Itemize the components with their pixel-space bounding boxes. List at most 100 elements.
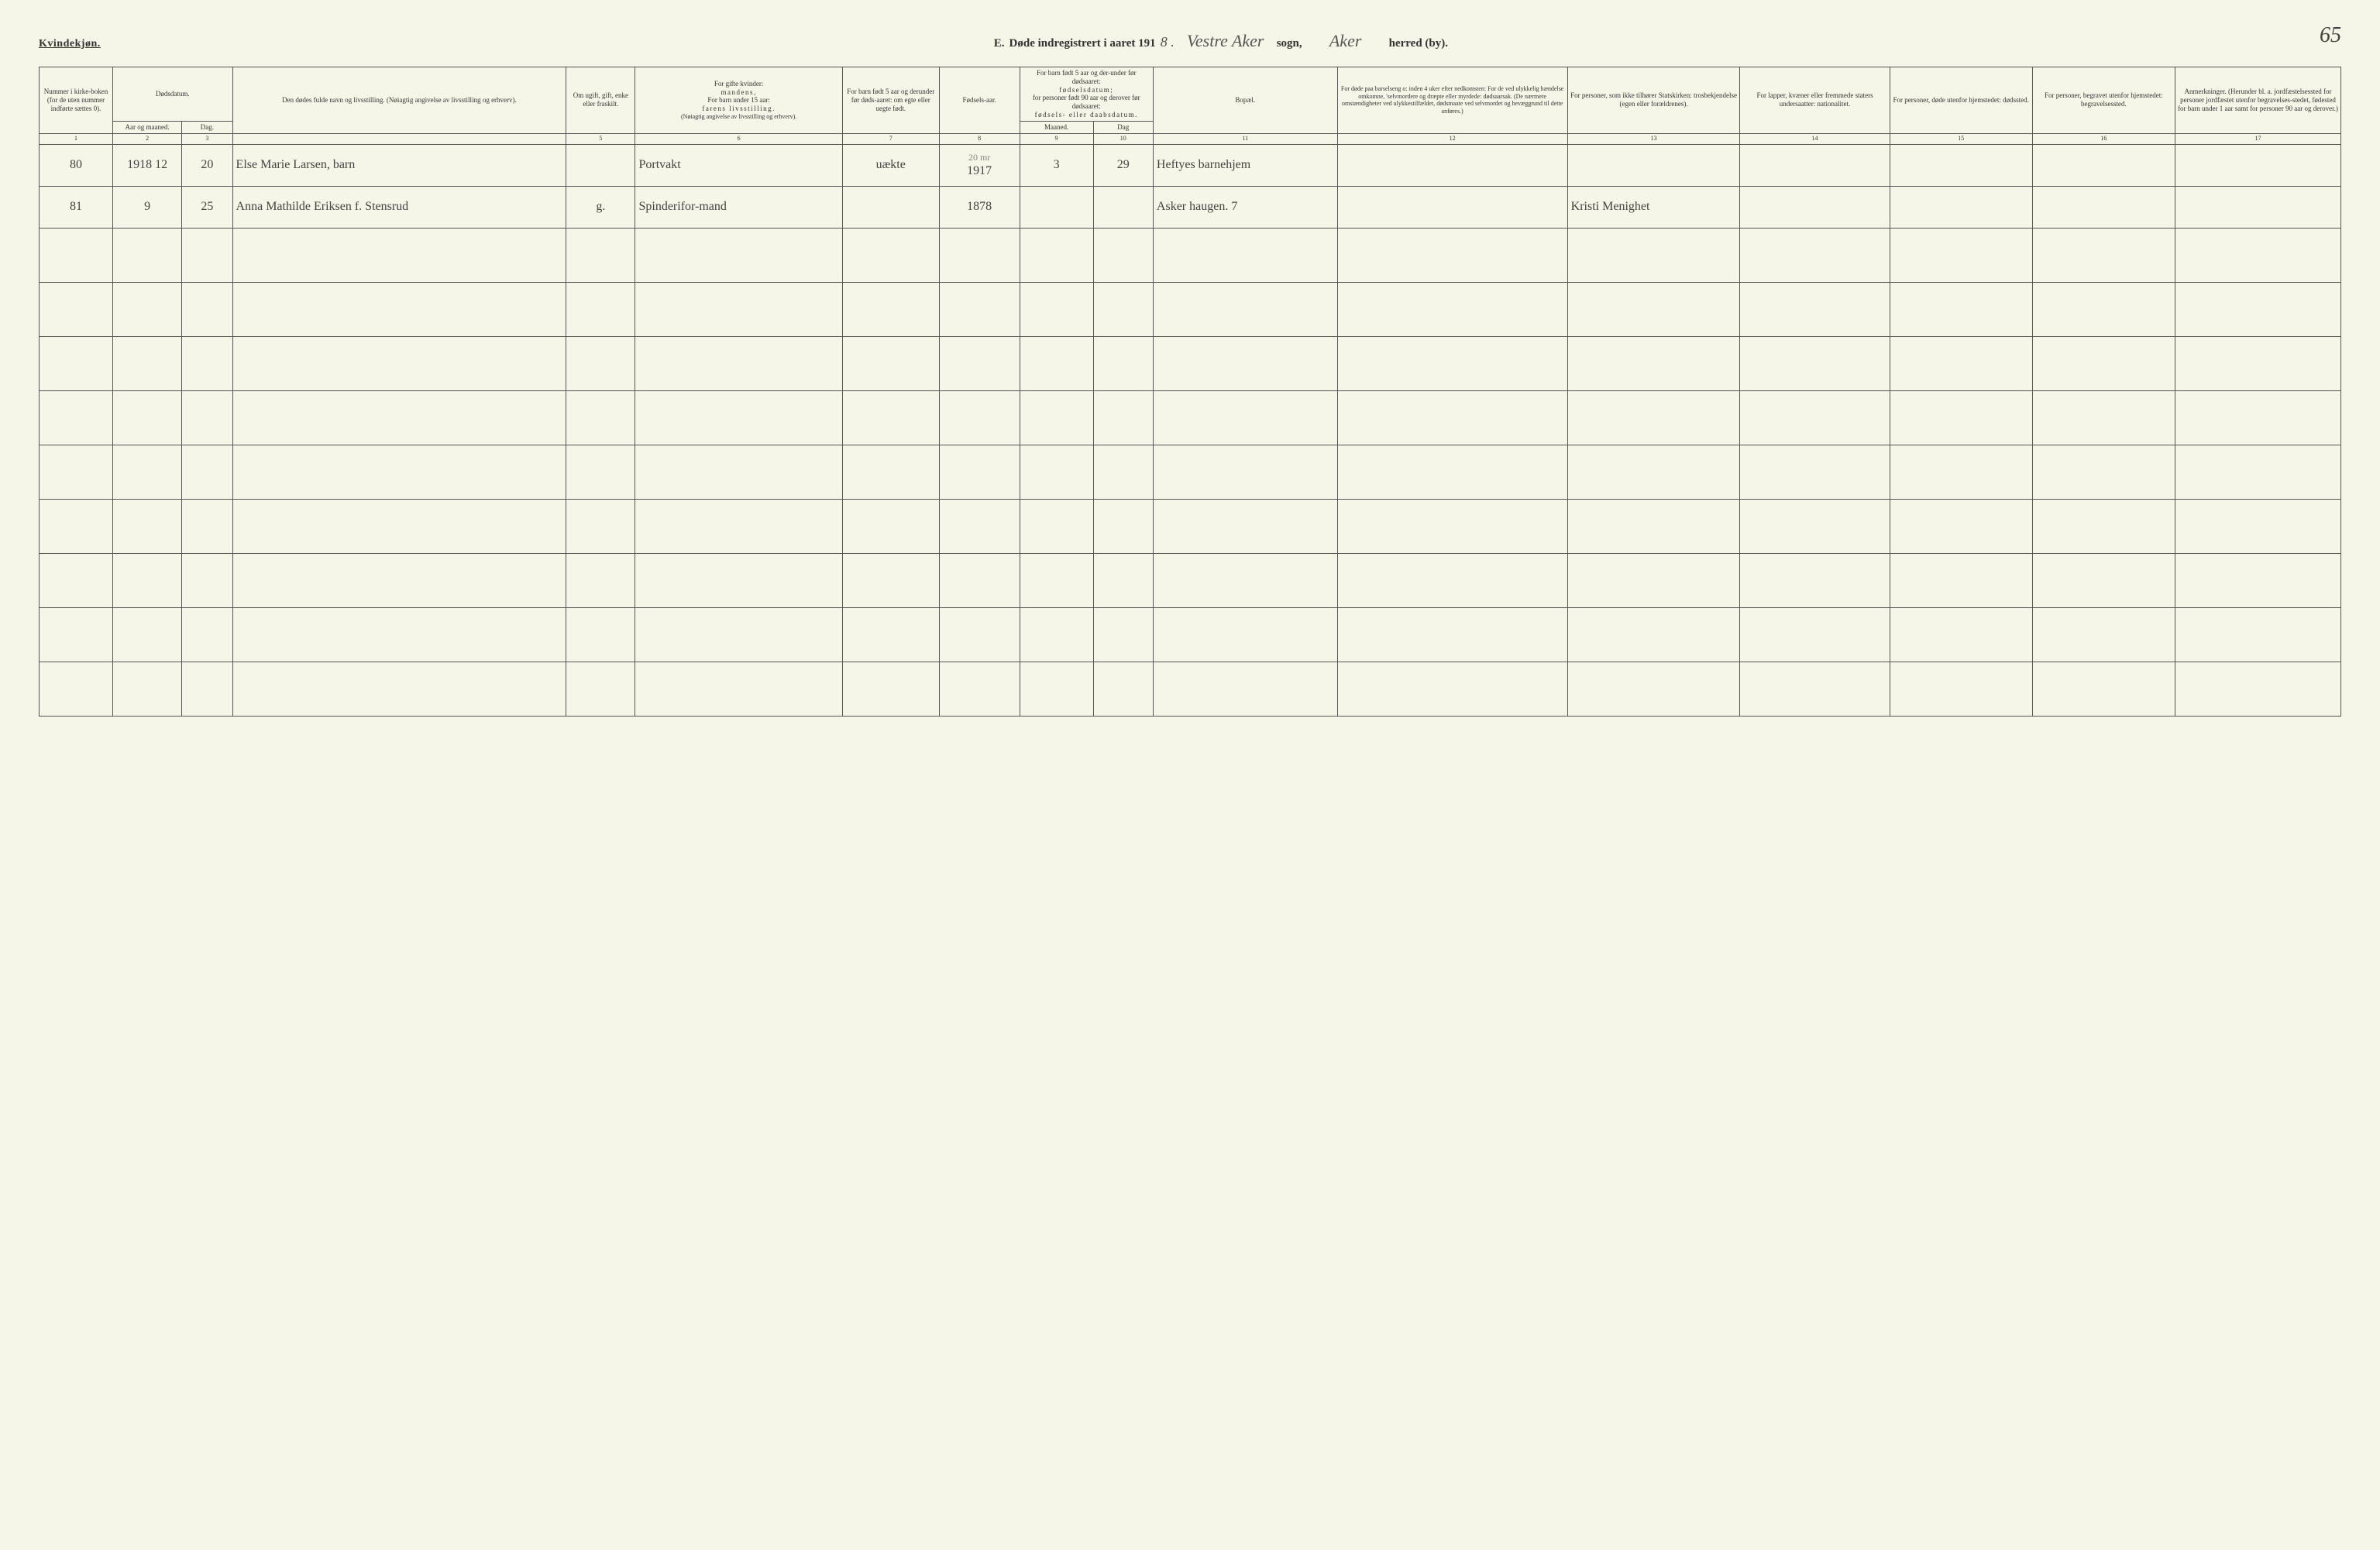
empty-cell [1740, 499, 1890, 553]
empty-cell [2032, 607, 2175, 662]
empty-cell [635, 336, 842, 390]
empty-cell [232, 662, 566, 716]
cell-occupation: Spinderifor-mand [635, 186, 842, 228]
empty-cell [40, 390, 113, 445]
cell-death_place [1890, 144, 2032, 186]
empty-cell [939, 336, 1020, 390]
col-number: 5 [566, 133, 635, 144]
empty-cell [2175, 553, 2340, 607]
col-header: For barn født 5 aar og der-under før død… [1020, 67, 1153, 122]
empty-cell [566, 282, 635, 336]
col-number: 13 [1567, 133, 1740, 144]
empty-cell [939, 607, 1020, 662]
col-header: Fødsels-aar. [939, 67, 1020, 134]
empty-cell [1153, 607, 1337, 662]
table-row-empty [40, 445, 2341, 499]
cell-status [566, 144, 635, 186]
empty-cell [113, 336, 182, 390]
cell-nat [1740, 144, 1890, 186]
empty-cell [1093, 336, 1153, 390]
title-prefix: Døde indregistrert i aaret 191 [1009, 37, 1156, 50]
col-number: 7 [842, 133, 939, 144]
cell-faith [1567, 144, 1740, 186]
year-suffix: 8 . [1161, 34, 1175, 50]
empty-cell [1093, 390, 1153, 445]
empty-cell [1567, 336, 1740, 390]
empty-cell [1740, 390, 1890, 445]
empty-cell [2175, 282, 2340, 336]
column-number-row: 123567891011121314151617 [40, 133, 2341, 144]
table-row-empty [40, 336, 2341, 390]
empty-cell [842, 390, 939, 445]
empty-cell [1890, 228, 2032, 282]
table-row-empty [40, 553, 2341, 607]
empty-cell [40, 445, 113, 499]
empty-cell [1153, 662, 1337, 716]
empty-cell [635, 607, 842, 662]
empty-cell [842, 445, 939, 499]
col-header: Bopæl. [1153, 67, 1337, 134]
col-number: 3 [182, 133, 232, 144]
empty-cell [40, 662, 113, 716]
empty-cell [566, 499, 635, 553]
empty-cell [2175, 499, 2340, 553]
cell-burial_place [2032, 186, 2175, 228]
table-row-empty [40, 282, 2341, 336]
empty-cell [182, 662, 232, 716]
empty-cell [232, 445, 566, 499]
col-number: 8 [939, 133, 1020, 144]
empty-cell [40, 553, 113, 607]
cell-cause [1337, 186, 1567, 228]
empty-cell [2032, 228, 2175, 282]
empty-cell [1093, 228, 1153, 282]
empty-cell [1020, 445, 1093, 499]
empty-cell [1337, 336, 1567, 390]
empty-cell [1153, 499, 1337, 553]
empty-cell [566, 336, 635, 390]
empty-cell [232, 228, 566, 282]
cell-legit: uækte [842, 144, 939, 186]
empty-cell [1890, 499, 2032, 553]
empty-cell [1337, 662, 1567, 716]
empty-cell [939, 662, 1020, 716]
empty-cell [2175, 228, 2340, 282]
empty-cell [842, 499, 939, 553]
cell-b_day: 29 [1093, 144, 1153, 186]
empty-cell [1890, 662, 2032, 716]
empty-cell [1337, 445, 1567, 499]
col-header: For personer, begravet utenfor hjemstede… [2032, 67, 2175, 134]
cell-death_place [1890, 186, 2032, 228]
section-letter: E. [994, 37, 1005, 50]
empty-cell [1567, 553, 1740, 607]
herred-label: herred (by). [1389, 37, 1448, 50]
col-number: 14 [1740, 133, 1890, 144]
empty-cell [1020, 282, 1093, 336]
empty-cell [842, 228, 939, 282]
empty-cell [2175, 607, 2340, 662]
empty-cell [842, 662, 939, 716]
empty-cell [1567, 390, 1740, 445]
empty-cell [232, 390, 566, 445]
cell-num: 80 [40, 144, 113, 186]
col-number: 15 [1890, 133, 2032, 144]
col-number: 1 [40, 133, 113, 144]
empty-cell [635, 662, 842, 716]
cell-birth_year: 1878 [939, 186, 1020, 228]
col-number: 17 [2175, 133, 2340, 144]
empty-cell [182, 445, 232, 499]
empty-cell [1567, 607, 1740, 662]
register-page: Kvindekjøn. E. Døde indregistrert i aare… [39, 31, 2341, 717]
col-header: For gifte kvinder: mandens, For barn und… [635, 67, 842, 134]
table-row-empty [40, 662, 2341, 716]
empty-cell [113, 228, 182, 282]
empty-cell [1740, 445, 1890, 499]
empty-cell [1567, 228, 1740, 282]
empty-cell [113, 607, 182, 662]
empty-cell [635, 228, 842, 282]
page-number: 65 [2320, 23, 2341, 48]
empty-cell [1153, 445, 1337, 499]
empty-cell [1337, 499, 1567, 553]
cell-status: g. [566, 186, 635, 228]
empty-cell [566, 662, 635, 716]
empty-cell [113, 390, 182, 445]
